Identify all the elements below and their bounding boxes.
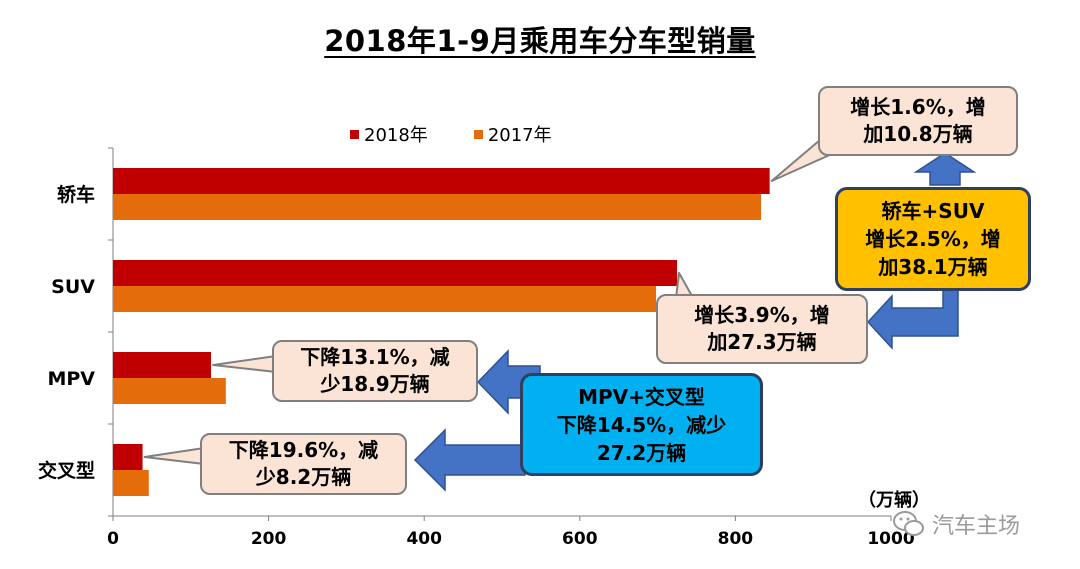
legend-item-2017: 2017年 — [473, 121, 552, 147]
bar-2018 — [113, 352, 212, 378]
x-tick-label: 400 — [406, 529, 442, 549]
bar-2017 — [113, 194, 762, 220]
callout-mpv: 下降13.1%，减 少18.9万辆 — [272, 340, 478, 402]
callout-pointer — [212, 355, 277, 373]
callout-sedan-line1: 增长1.6%，增 — [850, 95, 986, 119]
summary-mpv-cross-line2: 下降14.5%，减少 — [556, 412, 727, 437]
x-tick-label: 1000 — [867, 529, 914, 549]
summary-mpv-cross-line3: 27.2万辆 — [596, 440, 687, 465]
x-tick-label: 200 — [251, 529, 287, 549]
callout-suv: 增长3.9%，增 加27.3万辆 — [656, 294, 868, 364]
chart-axes: 轿车 SUV MPV 交叉型 0 200 400 600 800 1000 — [38, 147, 915, 549]
summary-arrows — [413, 152, 977, 492]
chart-legend: 2018年 2017年 — [350, 121, 598, 147]
callout-suv-line1: 增长3.9%，增 — [694, 303, 830, 327]
x-tick-label: 0 — [107, 529, 119, 549]
wechat-icon — [893, 511, 924, 536]
callout-sedan-line2: 加10.8万辆 — [863, 122, 973, 146]
legend-item-2018: 2018年 — [350, 121, 428, 147]
bar-2018 — [113, 444, 143, 470]
legend-label-2017: 2017年 — [487, 125, 552, 146]
bar-2017 — [113, 286, 657, 312]
summary-sedan-suv-line1: 轿车+SUV — [881, 199, 985, 223]
callout-suv-line2: 加27.3万辆 — [707, 330, 817, 354]
x-tick-label: 600 — [562, 529, 598, 549]
bar-2018 — [113, 260, 678, 286]
callout-mpv-line1: 下降13.1%，减 — [300, 345, 450, 369]
summary-sedan-suv: 轿车+SUV 增长2.5%，增 加38.1万辆 — [835, 187, 1031, 291]
callout-cross-line2: 少8.2万辆 — [255, 465, 352, 489]
category-label: 轿车 — [57, 183, 95, 206]
summary-mpv-cross-line1: MPV+交叉型 — [578, 384, 705, 409]
legend-label-2018: 2018年 — [364, 125, 428, 146]
callout-pointer — [143, 447, 205, 465]
category-label: 交叉型 — [38, 459, 95, 482]
legend-swatch-2018 — [350, 129, 359, 139]
callout-mpv-line2: 少18.9万辆 — [320, 372, 430, 396]
summary-sedan-suv-line3: 加38.1万辆 — [878, 255, 988, 279]
chart-title: 2018年1-9月乘用车分车型销量 — [324, 24, 756, 58]
category-label: MPV — [47, 368, 95, 390]
arrow-up-icon — [913, 152, 977, 186]
legend-swatch-2017 — [473, 129, 483, 139]
callout-pointer — [675, 272, 693, 299]
summary-mpv-cross: MPV+交叉型 下降14.5%，减少 27.2万辆 — [520, 373, 763, 476]
arrow-left-cross-icon — [413, 428, 526, 492]
bar-2017 — [113, 470, 149, 496]
watermark-text: 汽车主场 — [932, 514, 1021, 539]
callout-sedan: 增长1.6%，增 加10.8万辆 — [818, 86, 1018, 156]
callout-cross: 下降19.6%，减 少8.2万辆 — [200, 433, 407, 495]
category-label: SUV — [51, 276, 95, 298]
arrow-left-elbow-icon — [866, 289, 959, 350]
callout-cross-line1: 下降19.6%，减 — [228, 438, 379, 462]
x-tick-label: 800 — [718, 529, 754, 549]
watermark: 汽车主场 — [892, 508, 1020, 540]
chart-bars — [113, 168, 770, 496]
bar-2018 — [113, 168, 770, 194]
summary-sedan-suv-line2: 增长2.5%，增 — [865, 227, 1001, 251]
bar-2017 — [113, 378, 226, 404]
x-axis-unit: （万辆） — [858, 490, 930, 511]
